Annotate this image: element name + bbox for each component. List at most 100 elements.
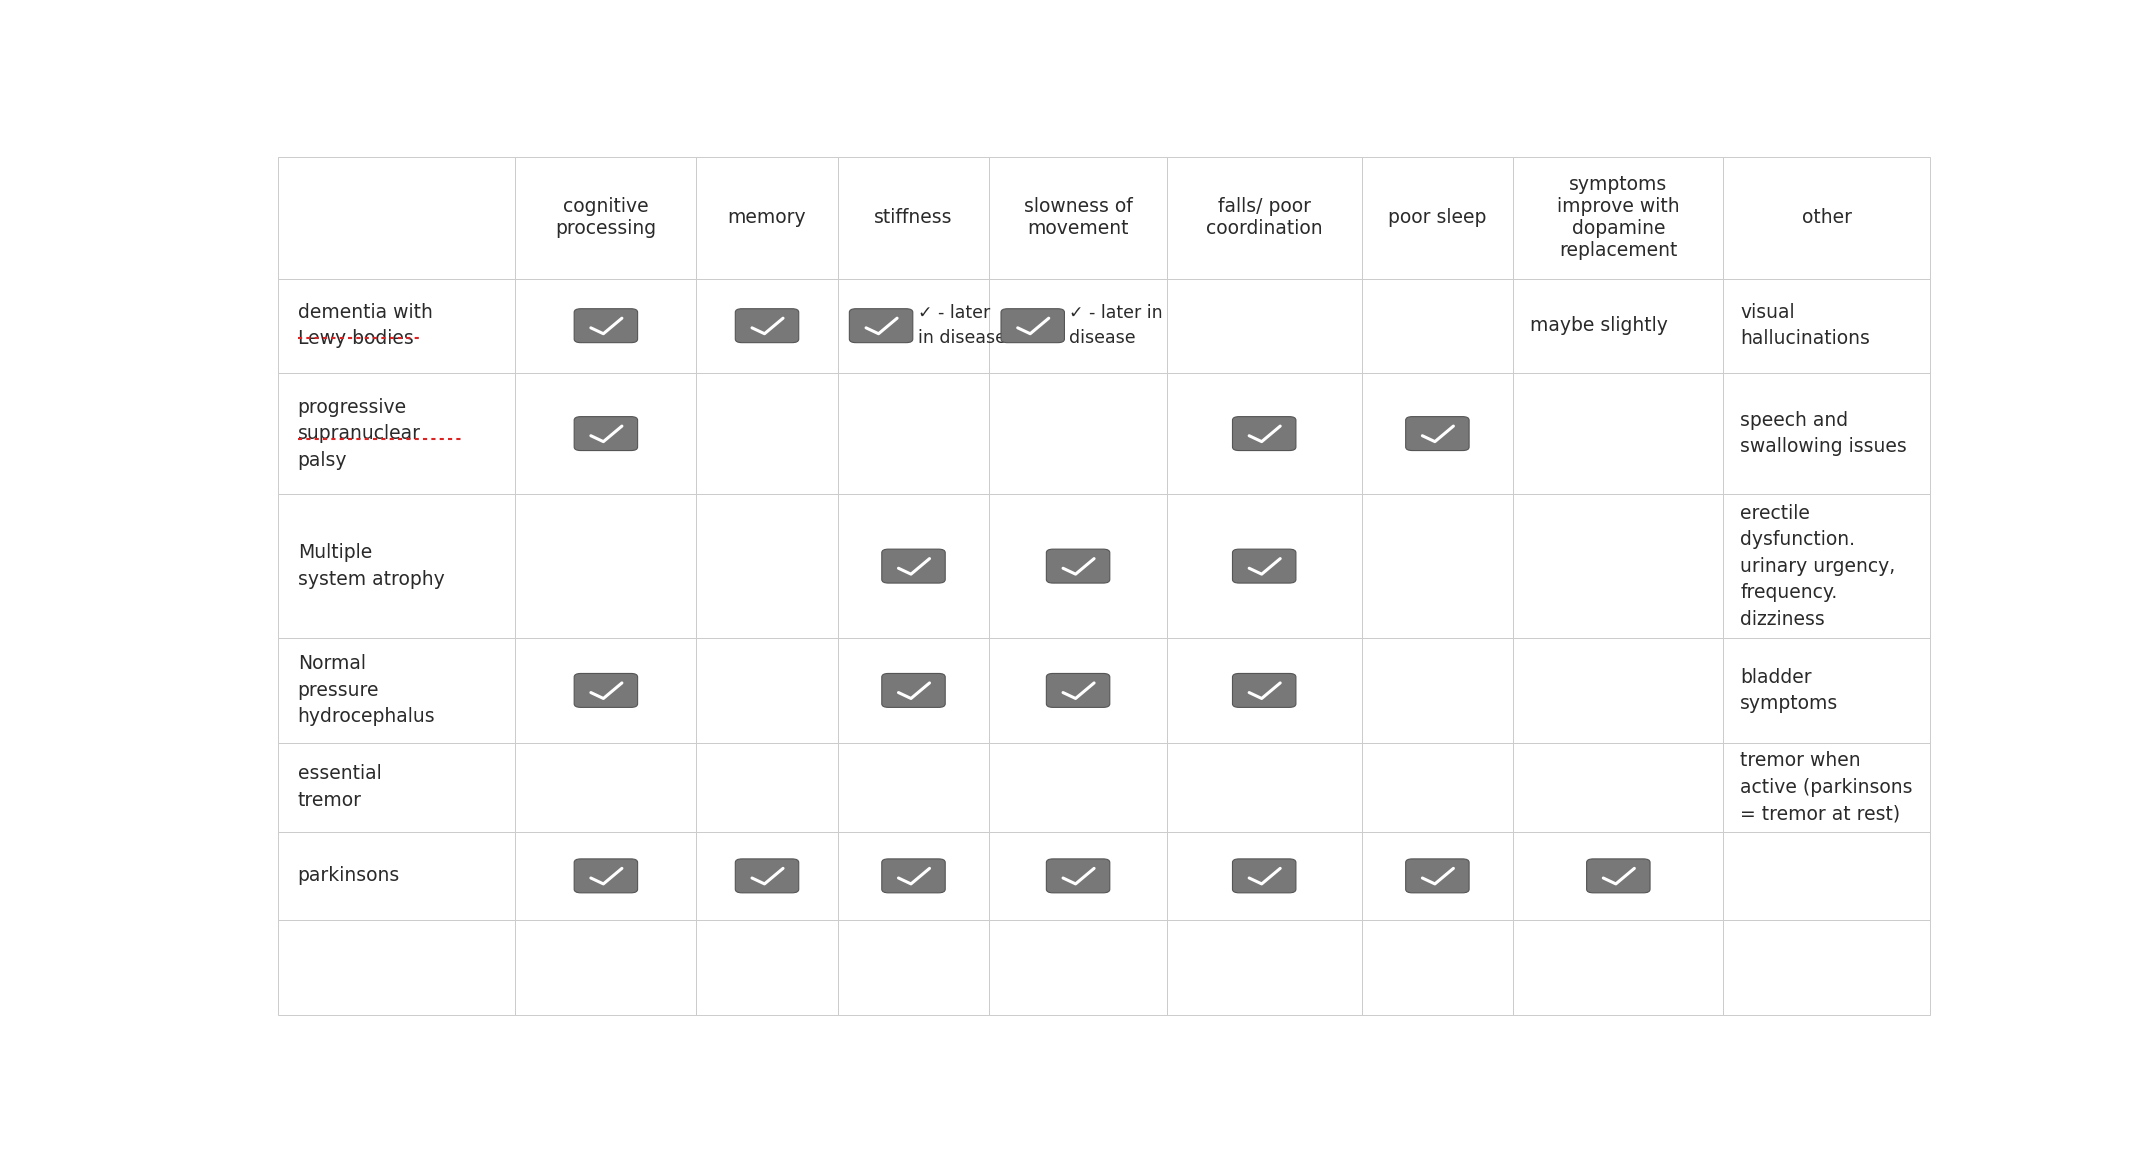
FancyBboxPatch shape (1002, 309, 1064, 342)
Bar (1723, 372, 1930, 494)
Bar (1723, 278, 1930, 372)
Bar (696, 372, 838, 494)
Text: essential
tremor: essential tremor (297, 764, 381, 810)
Bar (515, 157, 696, 278)
Bar (515, 494, 696, 638)
FancyBboxPatch shape (1232, 858, 1297, 893)
Bar (1723, 832, 1930, 920)
Bar (838, 494, 989, 638)
Bar (1361, 920, 1514, 1015)
Text: visual
hallucinations: visual hallucinations (1740, 303, 1870, 348)
Text: stiffness: stiffness (875, 209, 952, 227)
Text: erectile
dysfunction.
urinary urgency,
frequency.
dizziness: erectile dysfunction. urinary urgency, f… (1740, 503, 1896, 629)
FancyBboxPatch shape (575, 858, 638, 893)
Bar (838, 157, 989, 278)
FancyBboxPatch shape (1232, 674, 1297, 708)
Bar (696, 278, 838, 372)
Bar (1514, 494, 1723, 638)
Bar (1167, 638, 1361, 742)
Bar (1167, 372, 1361, 494)
Bar (515, 638, 696, 742)
Bar (838, 638, 989, 742)
Bar (696, 157, 838, 278)
Bar (278, 278, 515, 372)
Bar (515, 742, 696, 832)
Bar (1514, 638, 1723, 742)
Bar (838, 832, 989, 920)
Bar (278, 157, 515, 278)
Bar (278, 832, 515, 920)
Text: tremor when
active (parkinsons
= tremor at rest): tremor when active (parkinsons = tremor … (1740, 752, 1913, 824)
FancyBboxPatch shape (1047, 674, 1109, 708)
Bar (989, 278, 1167, 372)
Bar (278, 494, 515, 638)
Text: poor sleep: poor sleep (1387, 209, 1486, 227)
Bar (515, 920, 696, 1015)
Bar (1361, 742, 1514, 832)
Bar (1514, 278, 1723, 372)
Bar (278, 638, 515, 742)
Bar (838, 742, 989, 832)
Bar (1167, 278, 1361, 372)
Bar (989, 742, 1167, 832)
Text: maybe slightly: maybe slightly (1529, 317, 1667, 335)
Bar (1361, 372, 1514, 494)
FancyBboxPatch shape (881, 858, 946, 893)
Text: memory: memory (728, 209, 806, 227)
Bar (696, 638, 838, 742)
Bar (1723, 638, 1930, 742)
Bar (1514, 372, 1723, 494)
Bar (1167, 832, 1361, 920)
FancyBboxPatch shape (1047, 549, 1109, 583)
Text: parkinsons: parkinsons (297, 867, 401, 885)
Bar (515, 832, 696, 920)
Bar (1723, 157, 1930, 278)
Bar (989, 372, 1167, 494)
Bar (696, 742, 838, 832)
FancyBboxPatch shape (1407, 416, 1469, 450)
Bar (1723, 920, 1930, 1015)
Bar (1167, 742, 1361, 832)
FancyBboxPatch shape (1232, 549, 1297, 583)
Bar (1361, 832, 1514, 920)
Text: dementia with
Lewy bodies: dementia with Lewy bodies (297, 303, 433, 348)
FancyBboxPatch shape (1232, 416, 1297, 450)
FancyBboxPatch shape (881, 549, 946, 583)
Text: symptoms
improve with
dopamine
replacement: symptoms improve with dopamine replaceme… (1557, 175, 1680, 260)
Text: ✓ - later
in disease: ✓ - later in disease (918, 304, 1006, 347)
Bar (989, 638, 1167, 742)
Text: slowness of
movement: slowness of movement (1023, 197, 1133, 238)
Text: speech and
swallowing issues: speech and swallowing issues (1740, 411, 1906, 456)
FancyBboxPatch shape (575, 674, 638, 708)
Text: Multiple
system atrophy: Multiple system atrophy (297, 543, 444, 589)
Bar (1723, 742, 1930, 832)
Bar (1361, 278, 1514, 372)
Bar (1361, 494, 1514, 638)
Bar (989, 494, 1167, 638)
Bar (838, 278, 989, 372)
Bar (696, 920, 838, 1015)
Text: other: other (1803, 209, 1852, 227)
Bar (989, 920, 1167, 1015)
Bar (515, 372, 696, 494)
FancyBboxPatch shape (735, 858, 799, 893)
Bar (1514, 920, 1723, 1015)
FancyBboxPatch shape (1047, 858, 1109, 893)
FancyBboxPatch shape (1407, 858, 1469, 893)
FancyBboxPatch shape (575, 309, 638, 342)
Bar (1361, 638, 1514, 742)
Bar (1361, 157, 1514, 278)
Bar (278, 742, 515, 832)
Bar (278, 372, 515, 494)
Bar (696, 832, 838, 920)
Text: Normal
pressure
hydrocephalus: Normal pressure hydrocephalus (297, 654, 435, 726)
Bar (1514, 832, 1723, 920)
Bar (1723, 494, 1930, 638)
Text: bladder
symptoms: bladder symptoms (1740, 668, 1837, 713)
FancyBboxPatch shape (575, 416, 638, 450)
Bar (696, 494, 838, 638)
FancyBboxPatch shape (735, 309, 799, 342)
Text: falls/ poor
coordination: falls/ poor coordination (1206, 197, 1323, 238)
Bar (838, 372, 989, 494)
Bar (1167, 920, 1361, 1015)
